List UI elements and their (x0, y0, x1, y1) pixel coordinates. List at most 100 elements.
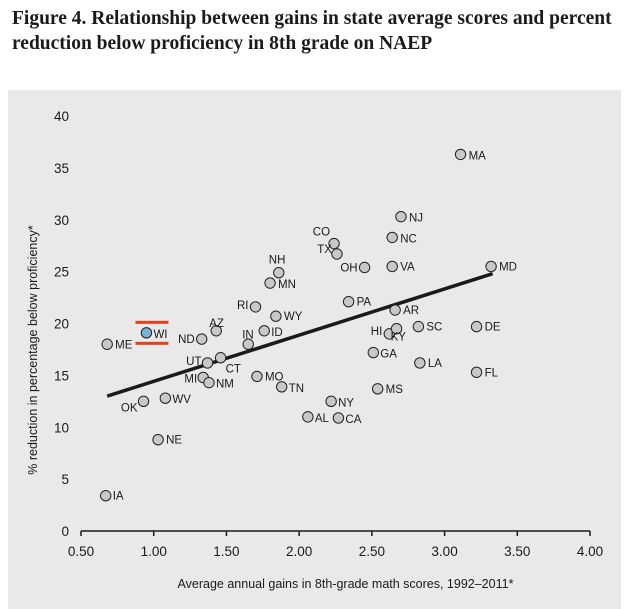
point-label: IA (113, 491, 124, 503)
point-label: CA (345, 414, 361, 426)
point-label: NM (216, 379, 234, 391)
point-label: CT (226, 364, 241, 376)
data-point (270, 310, 282, 322)
point-label: NE (166, 435, 182, 447)
data-point (214, 352, 227, 364)
y-axis-label: % reduction in percentage below proficie… (26, 225, 40, 475)
point-label: TX (317, 244, 332, 256)
point-label: IN (242, 329, 254, 341)
data-point (273, 266, 285, 279)
point-label: AZ (209, 318, 224, 330)
point-label: WV (172, 394, 191, 406)
data-point (386, 260, 398, 273)
point-label: NH (269, 255, 286, 267)
point-label: VA (400, 261, 415, 273)
data-point (251, 370, 263, 383)
data-point (100, 490, 112, 502)
y-tick-label: 10 (54, 420, 69, 435)
figure-title: Figure 4. Relationship between gains in … (12, 8, 612, 54)
point-label: HI (371, 326, 383, 338)
point-label: CO (313, 227, 330, 239)
data-point (454, 148, 467, 161)
data-point (367, 346, 380, 359)
y-tick-label: 15 (54, 368, 69, 383)
x-tick-label: 4.00 (577, 544, 603, 559)
x-tick-label: 2.50 (359, 544, 385, 559)
x-axis-label: Average annual gains in 8th-grade math s… (178, 577, 514, 591)
data-point (325, 395, 337, 408)
point-label: OK (121, 402, 138, 414)
point-label: KY (391, 332, 407, 344)
data-point (358, 261, 371, 274)
y-axis-ticks: 0 5 10 15 20 25 30 35 40 (54, 109, 69, 539)
data-point (328, 237, 340, 250)
highlight-bar-top (135, 320, 169, 324)
point-label: AR (403, 305, 419, 317)
point-label: ID (271, 327, 283, 339)
point-label: MO (265, 371, 284, 383)
point-label: MD (499, 261, 517, 273)
x-tick-label: 1.00 (141, 544, 167, 559)
point-label: MS (386, 384, 404, 396)
point-label: SC (426, 322, 442, 334)
point-label: RI (237, 300, 249, 312)
data-point (412, 320, 425, 333)
data-point (140, 327, 153, 339)
point-label: WY (284, 311, 303, 323)
point-label: NJ (409, 213, 423, 225)
data-point (395, 210, 407, 223)
data-point (470, 366, 483, 378)
point-label: NY (338, 397, 354, 409)
y-tick-label: 30 (54, 213, 69, 228)
data-point (342, 296, 355, 308)
data-point (332, 412, 345, 424)
y-tick-label: 5 (61, 472, 69, 487)
point-label: PA (357, 297, 372, 309)
point-label: ME (115, 339, 133, 351)
y-tick-label: 40 (54, 109, 69, 124)
y-tick-label: 0 (61, 524, 69, 539)
point-label: MN (278, 279, 296, 291)
point-label: AL (315, 413, 330, 425)
data-points (100, 148, 497, 502)
point-label: GA (380, 349, 397, 361)
point-label: NC (400, 233, 417, 245)
data-point (302, 411, 314, 423)
data-point (137, 395, 150, 408)
data-point (242, 338, 254, 350)
data-point (201, 357, 214, 369)
point-label: WI (153, 329, 167, 341)
point-label: OH (340, 262, 357, 274)
x-tick-label: 1.50 (213, 544, 239, 559)
data-point (485, 260, 497, 273)
data-point (196, 333, 208, 345)
point-label: FL (485, 367, 499, 379)
y-tick-label: 25 (54, 265, 69, 280)
data-point (264, 277, 276, 289)
x-tick-label: 2.00 (286, 544, 312, 559)
data-point (386, 231, 398, 244)
x-tick-label: 0.50 (68, 544, 94, 559)
plot-panel (8, 90, 621, 609)
data-point (152, 434, 164, 446)
x-tick-label: 3.00 (431, 544, 457, 559)
data-point (159, 392, 172, 404)
data-point (371, 383, 384, 395)
point-label: TN (289, 383, 304, 395)
point-label: MA (469, 150, 487, 162)
data-point (203, 376, 215, 389)
data-point (101, 338, 113, 350)
data-point (258, 325, 270, 337)
highlight-marker (135, 320, 169, 345)
point-label: ND (178, 334, 195, 346)
point-label: MI (184, 373, 197, 385)
highlight-bar-bottom (135, 341, 169, 345)
trend-line (106, 272, 494, 398)
point-labels: MA NJ NC CO TX OH VA MD NH MN PA RI AR WY AZ WI ID SC DE HI… (113, 150, 517, 502)
data-point (390, 322, 403, 335)
x-axis-ticks: 0.50 1.00 1.50 2.00 2.50 3.00 3.50 4.00 (68, 531, 603, 559)
data-point (275, 381, 288, 393)
data-point (249, 301, 262, 313)
point-label: DE (485, 322, 501, 334)
